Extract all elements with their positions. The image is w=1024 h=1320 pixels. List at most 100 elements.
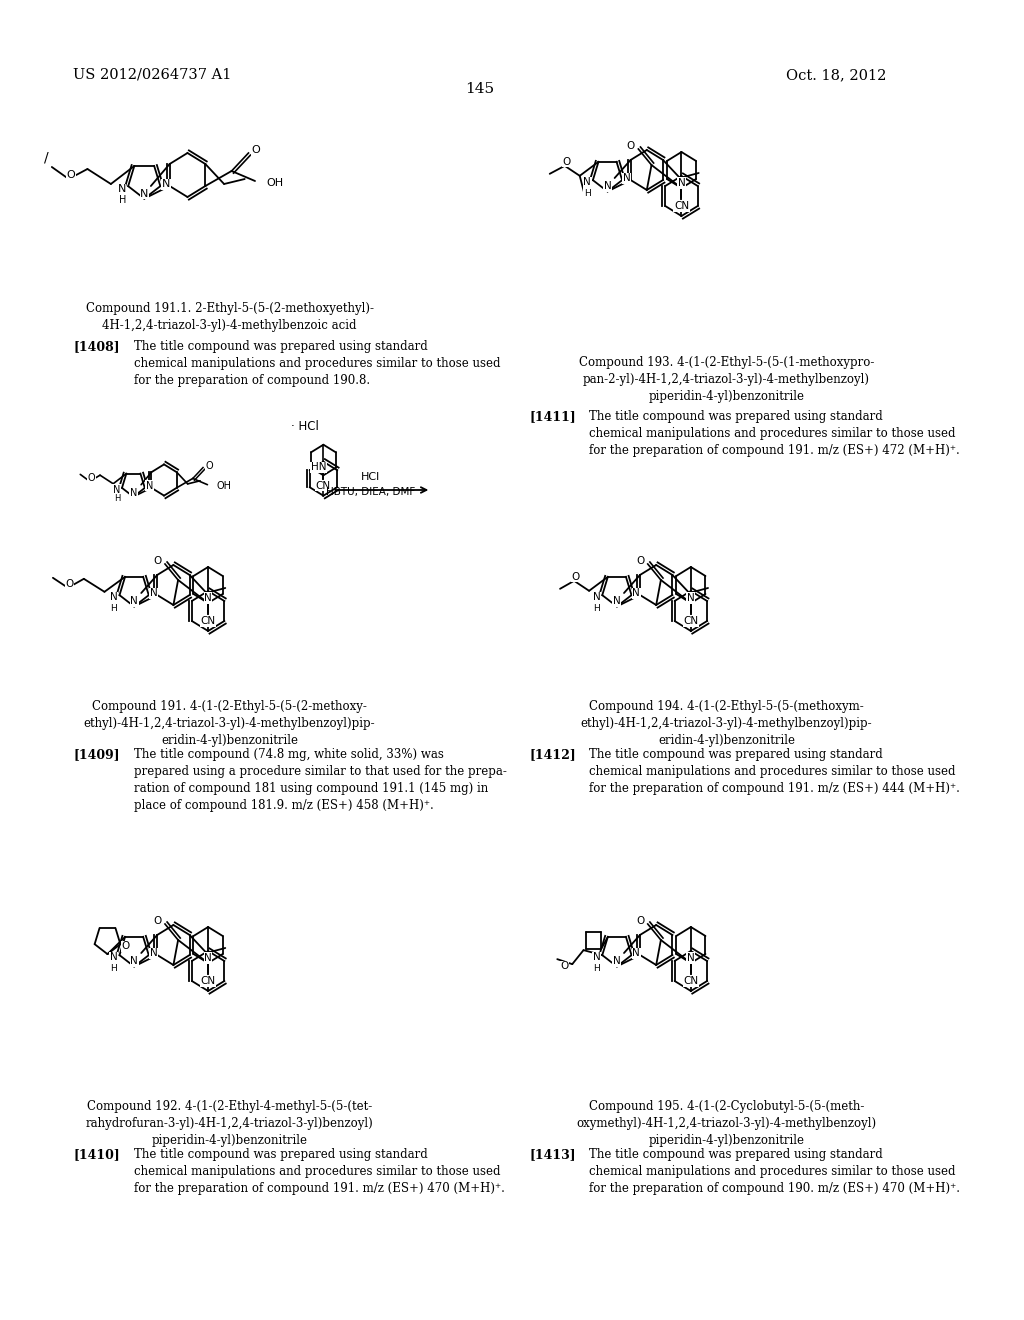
Text: Compound 195. 4-(1-(2-Cyclobutyl-5-(5-(meth-: Compound 195. 4-(1-(2-Cyclobutyl-5-(5-(m… [589,1100,864,1113]
Text: ethyl)-4H-1,2,4-triazol-3-yl)-4-methylbenzoyl)pip-: ethyl)-4H-1,2,4-triazol-3-yl)-4-methylbe… [581,717,872,730]
Text: N: N [623,173,631,183]
Text: H: H [114,495,121,503]
Text: N: N [687,593,694,603]
Text: chemical manipulations and procedures similar to those used: chemical manipulations and procedures si… [589,766,955,777]
Text: Compound 191. 4-(1-(2-Ethyl-5-(5-(2-methoxy-: Compound 191. 4-(1-(2-Ethyl-5-(5-(2-meth… [92,700,367,713]
Text: piperidin-4-yl)benzonitrile: piperidin-4-yl)benzonitrile [648,389,805,403]
Text: O: O [561,961,569,972]
Text: OH: OH [266,178,284,187]
Text: Compound 194. 4-(1-(2-Ethyl-5-(5-(methoxym-: Compound 194. 4-(1-(2-Ethyl-5-(5-(methox… [589,700,864,713]
Text: N: N [110,952,118,962]
Text: N: N [593,952,600,962]
Text: eridin-4-yl)benzonitrile: eridin-4-yl)benzonitrile [161,734,298,747]
Text: [1409]: [1409] [73,748,120,762]
Text: The title compound was prepared using standard: The title compound was prepared using st… [589,748,883,762]
Text: CN: CN [683,975,698,986]
Text: [1410]: [1410] [73,1148,120,1162]
Text: O: O [154,556,162,566]
Text: CN: CN [201,616,216,626]
Text: N: N [140,189,148,198]
Text: N: N [603,181,611,191]
Text: [1412]: [1412] [529,748,577,762]
Text: The title compound was prepared using standard: The title compound was prepared using st… [134,1148,428,1162]
Text: for the preparation of compound 191. m/z (ES+) 472 (M+H)⁺.: for the preparation of compound 191. m/z… [589,444,959,457]
Text: chemical manipulations and procedures similar to those used: chemical manipulations and procedures si… [134,1166,501,1177]
Text: N: N [130,957,138,966]
Text: CN: CN [683,616,698,626]
Text: [1408]: [1408] [73,341,120,352]
Text: CN: CN [674,201,689,211]
Text: [1411]: [1411] [529,411,577,422]
Text: H: H [593,603,600,612]
Text: Compound 193. 4-(1-(2-Ethyl-5-(5-(1-methoxypro-: Compound 193. 4-(1-(2-Ethyl-5-(5-(1-meth… [579,356,874,370]
Text: N: N [118,185,126,194]
Text: O: O [67,170,75,180]
Text: for the preparation of compound 190.8.: for the preparation of compound 190.8. [134,374,370,387]
Text: O: O [562,157,570,166]
Text: chemical manipulations and procedures similar to those used: chemical manipulations and procedures si… [589,426,955,440]
Text: O: O [154,916,162,927]
Text: chemical manipulations and procedures similar to those used: chemical manipulations and procedures si… [589,1166,955,1177]
Text: N: N [613,597,621,606]
Text: O: O [122,941,130,952]
Text: H: H [111,603,118,612]
Text: eridin-4-yl)benzonitrile: eridin-4-yl)benzonitrile [658,734,795,747]
Text: H: H [584,189,591,198]
Text: piperidin-4-yl)benzonitrile: piperidin-4-yl)benzonitrile [152,1134,307,1147]
Text: Compound 191.1. 2-Ethyl-5-(5-(2-methoxyethyl)-: Compound 191.1. 2-Ethyl-5-(5-(2-methoxye… [86,302,374,315]
Text: piperidin-4-yl)benzonitrile: piperidin-4-yl)benzonitrile [648,1134,805,1147]
Text: OH: OH [217,480,231,491]
Text: H: H [119,195,126,205]
Text: N: N [110,593,118,602]
Text: ethyl)-4H-1,2,4-triazol-3-yl)-4-methylbenzoyl)pip-: ethyl)-4H-1,2,4-triazol-3-yl)-4-methylbe… [84,717,376,730]
Text: N: N [632,948,640,958]
Text: 145: 145 [465,82,495,96]
Text: oxymethyl)-4H-1,2,4-triazol-3-yl)-4-methylbenzoyl): oxymethyl)-4H-1,2,4-triazol-3-yl)-4-meth… [577,1117,877,1130]
Text: HN: HN [311,462,327,473]
Text: H: H [111,964,118,973]
Text: prepared using a procedure similar to that used for the prepa-: prepared using a procedure similar to th… [134,766,507,777]
Text: N: N [113,484,120,495]
Text: N: N [632,589,640,598]
Text: · HCl: · HCl [291,420,318,433]
Text: chemical manipulations and procedures similar to those used: chemical manipulations and procedures si… [134,356,501,370]
Text: N: N [687,953,694,964]
Text: /: / [44,150,49,165]
Text: N: N [613,957,621,966]
Text: place of compound 181.9. m/z (ES+) 458 (M+H)⁺.: place of compound 181.9. m/z (ES+) 458 (… [134,799,434,812]
Text: O: O [627,141,635,150]
Text: US 2012/0264737 A1: US 2012/0264737 A1 [73,69,231,82]
Text: N: N [150,589,158,598]
Text: N: N [204,593,212,603]
Text: N: N [130,488,137,498]
Text: O: O [636,556,644,566]
Text: O: O [636,916,644,927]
Text: N: N [204,953,212,964]
Text: The title compound was prepared using standard: The title compound was prepared using st… [134,341,428,352]
Text: N: N [162,180,170,189]
Text: rahydrofuran-3-yl)-4H-1,2,4-triazol-3-yl)benzoyl): rahydrofuran-3-yl)-4H-1,2,4-triazol-3-yl… [86,1117,374,1130]
Text: for the preparation of compound 190. m/z (ES+) 470 (M+H)⁺.: for the preparation of compound 190. m/z… [589,1181,959,1195]
Text: pan-2-yl)-4H-1,2,4-triazol-3-yl)-4-methylbenzoyl): pan-2-yl)-4H-1,2,4-triazol-3-yl)-4-methy… [583,374,870,385]
Text: N: N [584,177,591,187]
Text: N: N [678,178,685,187]
Text: O: O [571,572,581,582]
Text: Oct. 18, 2012: Oct. 18, 2012 [786,69,887,82]
Text: The title compound was prepared using standard: The title compound was prepared using st… [589,411,883,422]
Text: N: N [145,480,154,491]
Text: for the preparation of compound 191. m/z (ES+) 470 (M+H)⁺.: for the preparation of compound 191. m/z… [134,1181,505,1195]
Text: O: O [206,461,213,470]
Text: HCl: HCl [360,473,380,482]
Text: H: H [593,964,600,973]
Text: The title compound (74.8 mg, white solid, 33%) was: The title compound (74.8 mg, white solid… [134,748,444,762]
Text: O: O [252,145,260,154]
Text: O: O [88,474,95,483]
Text: O: O [66,578,74,589]
Text: HBTU, DIEA, DMF: HBTU, DIEA, DMF [326,487,415,498]
Text: N: N [593,593,600,602]
Text: [1413]: [1413] [529,1148,577,1162]
Text: CN: CN [315,480,331,491]
Text: N: N [150,948,158,958]
Text: N: N [130,597,138,606]
Text: Compound 192. 4-(1-(2-Ethyl-4-methyl-5-(5-(tet-: Compound 192. 4-(1-(2-Ethyl-4-methyl-5-(… [87,1100,373,1113]
